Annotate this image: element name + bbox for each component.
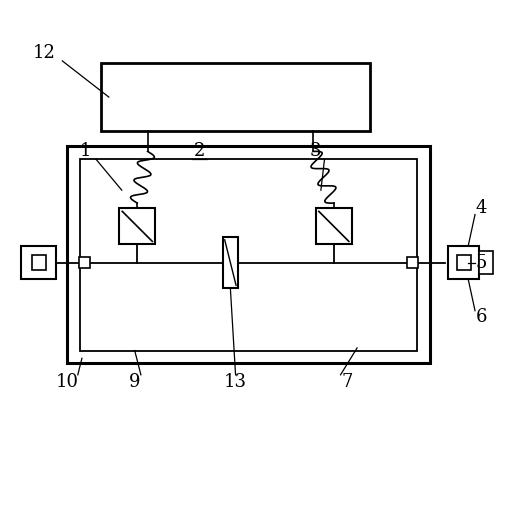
Text: 10: 10 bbox=[56, 372, 79, 391]
Text: 5: 5 bbox=[476, 254, 487, 271]
Bar bbox=[479, 251, 493, 274]
Bar bbox=[21, 246, 56, 279]
Bar bbox=[316, 209, 352, 244]
Text: 7: 7 bbox=[341, 372, 353, 391]
Text: 4: 4 bbox=[476, 199, 487, 217]
Text: 2: 2 bbox=[194, 142, 205, 160]
Text: 9: 9 bbox=[129, 372, 140, 391]
Bar bbox=[457, 255, 472, 270]
Bar bbox=[407, 257, 418, 268]
Text: 3: 3 bbox=[310, 142, 322, 160]
Bar bbox=[101, 63, 370, 131]
Bar bbox=[80, 159, 417, 350]
Text: 6: 6 bbox=[476, 308, 487, 326]
Bar bbox=[119, 209, 155, 244]
Bar bbox=[68, 146, 429, 363]
Text: 1: 1 bbox=[80, 142, 91, 160]
Text: 13: 13 bbox=[224, 372, 247, 391]
Bar bbox=[79, 257, 90, 268]
Bar bbox=[223, 237, 238, 289]
Bar bbox=[448, 246, 479, 279]
Text: 12: 12 bbox=[33, 44, 55, 62]
Bar bbox=[32, 255, 46, 270]
